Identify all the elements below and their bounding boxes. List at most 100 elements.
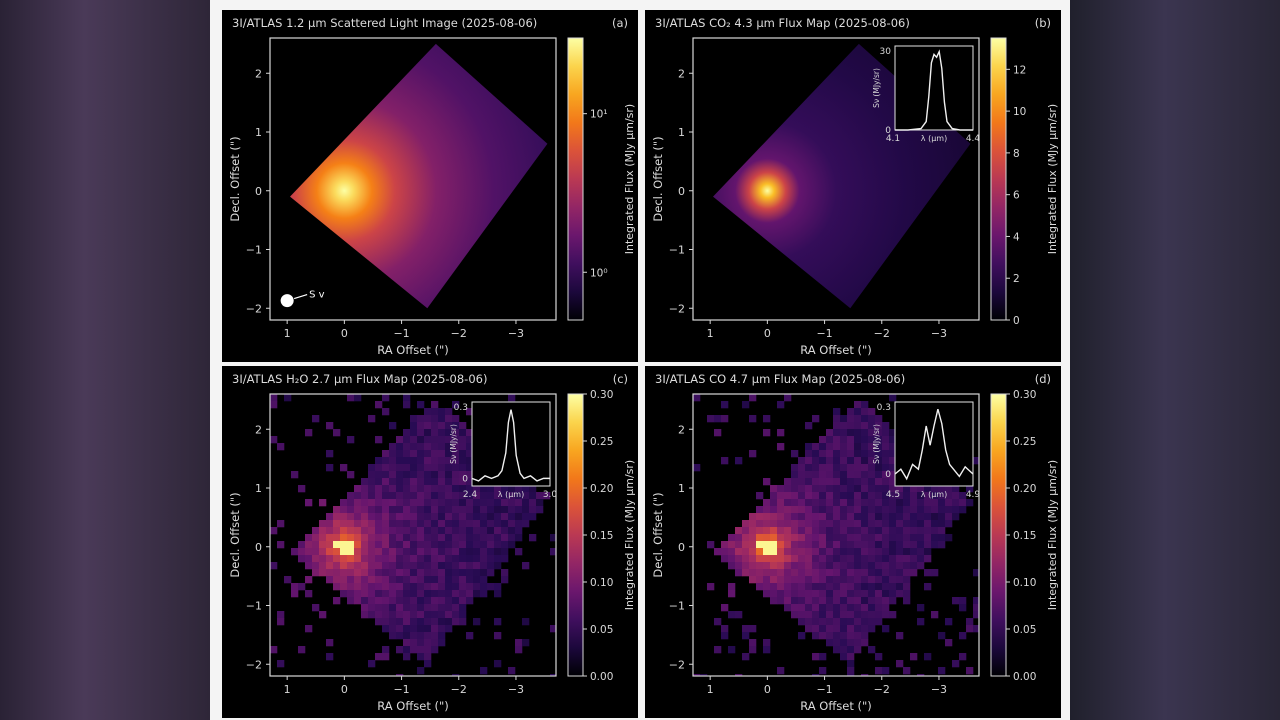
flux-pixel [924,513,932,521]
flux-pixel [417,527,425,535]
x-tick-label: 0 [341,683,348,696]
flux-pixel [480,548,488,556]
flux-pixel [931,506,939,514]
flux-pixel [889,429,897,437]
flux-pixel [326,548,334,556]
colorbar-tick-label: 0.05 [590,624,613,636]
flux-pixel [389,632,397,640]
flux-pixel [368,520,376,528]
flux-pixel [375,590,383,598]
inset-frame [894,401,974,487]
flux-pixel [291,471,299,479]
flux-pixel [494,492,502,500]
colorbar-tick-label: 0.10 [1013,577,1036,589]
y-tick-label: −2 [246,658,262,671]
flux-pixel [480,576,488,584]
flux-pixel [466,562,474,570]
flux-pixel [424,632,432,640]
flux-pixel [417,583,425,591]
flux-pixel [826,429,834,437]
flux-pixel [277,660,285,668]
flux-pixel [445,471,453,479]
flux-pixel [742,632,750,640]
flux-pixel [847,422,855,430]
flux-pixel [833,429,841,437]
flux-pixel [812,506,820,514]
flux-pixel [875,436,883,444]
flux-pixel [833,450,841,458]
flux-pixel [459,457,467,465]
flux-pixel [438,520,446,528]
flux-pixel [931,513,939,521]
flux-pixel [861,555,869,563]
flux-pixel [403,443,411,451]
flux-pixel [812,513,820,521]
flux-pixel [480,485,488,493]
flux-pixel [396,576,404,584]
flux-pixel [812,478,820,486]
flux-pixel [550,674,556,676]
flux-pixel [728,646,736,654]
flux-pixel [438,429,446,437]
flux-pixel [847,415,855,423]
flux-pixel [903,492,911,500]
flux-pixel [966,667,974,675]
flux-pixel [854,443,862,451]
flux-pixel [389,604,397,612]
flux-pixel [868,562,876,570]
x-axis-label: RA Offset (") [377,343,449,357]
flux-pixel [840,639,848,647]
flux-pixel [700,674,708,676]
flux-pixel [396,597,404,605]
flux-pixel [784,485,792,493]
flux-pixel [847,555,855,563]
flux-pixel [819,618,827,626]
flux-pixel [431,415,439,423]
flux-pixel [917,485,925,493]
flux-pixel [473,569,481,577]
flux-pixel [742,527,750,535]
flux-pixel [756,541,764,549]
flux-pixel [917,499,925,507]
flux-pixel [749,562,757,570]
flux-pixel [784,604,792,612]
flux-pixel [403,646,411,654]
flux-pixel [452,569,460,577]
flux-pixel [403,548,411,556]
flux-pixel [938,534,946,542]
flux-pixel [389,527,397,535]
flux-pixel [819,590,827,598]
flux-pixel [522,499,530,507]
colorbar-tick-label: 0.15 [590,530,613,542]
flux-pixel [403,394,411,402]
flux-pixel [833,562,841,570]
flux-pixel [438,625,446,633]
flux-pixel [501,513,509,521]
flux-pixel [819,555,827,563]
flux-pixel [389,618,397,626]
flux-pixel [840,597,848,605]
flux-pixel [763,569,771,577]
flux-pixel [382,541,390,549]
flux-pixel [410,478,418,486]
flux-pixel [389,555,397,563]
flux-pixel [777,548,785,556]
flux-pixel [847,632,855,640]
flux-pixel [368,478,376,486]
flux-image [290,43,548,309]
flux-pixel [763,639,771,647]
flux-pixel [826,576,834,584]
flux-pixel [833,618,841,626]
flux-pixel [826,436,834,444]
flux-pixel [826,443,834,451]
flux-pixel [896,583,904,591]
flux-pixel [375,618,383,626]
flux-pixel [319,569,327,577]
flux-pixel [347,569,355,577]
flux-pixel [382,646,390,654]
flux-pixel [508,394,516,402]
flux-pixel [945,513,953,521]
flux-pixel [375,562,383,570]
flux-pixel [931,569,939,577]
flux-pixel [445,548,453,556]
